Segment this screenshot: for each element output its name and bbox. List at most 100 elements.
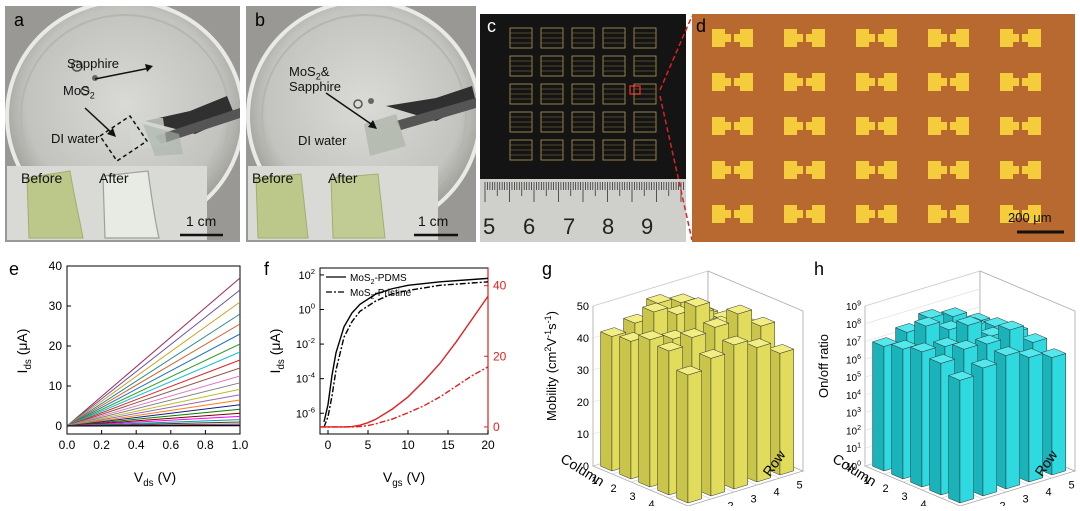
- contact-pad: [856, 29, 869, 47]
- contact-pad: [956, 161, 969, 179]
- channel-lead: [1022, 166, 1028, 174]
- channel-lead: [878, 34, 884, 42]
- iv-curve: [67, 344, 240, 426]
- y2-tick-label: 0: [493, 420, 500, 434]
- contact-pad: [856, 205, 869, 223]
- column-tick-label: 2: [610, 483, 616, 495]
- panel-h-label: h: [814, 259, 824, 280]
- channel-lead: [797, 78, 803, 86]
- ruler-number: 5: [483, 214, 495, 240]
- bar-side: [911, 347, 922, 487]
- panel-d-illustration: [692, 14, 1075, 242]
- bar-front: [960, 376, 974, 503]
- channel-lead: [725, 122, 731, 130]
- x-tick-label: 0.6: [162, 438, 179, 452]
- z-tick-label: 105: [846, 372, 861, 385]
- ruler-number: 7: [563, 214, 575, 240]
- channel-lead: [725, 210, 731, 218]
- channel-lead: [1022, 122, 1028, 130]
- legend-label: MoS2-PDMS: [350, 273, 407, 286]
- zoom-lines: [630, 14, 700, 244]
- y-tick-label: 0: [55, 419, 62, 433]
- contact-pad: [712, 73, 725, 91]
- x-tick-label: 15: [441, 438, 455, 452]
- contact-pad: [740, 29, 753, 47]
- channel-lead: [1013, 34, 1019, 42]
- contact-pad: [812, 117, 825, 135]
- contact-pad: [856, 161, 869, 179]
- y-axis-label: Ids (μA): [14, 329, 34, 374]
- z-tick-label: 10: [577, 429, 589, 441]
- channel-lead: [878, 122, 884, 130]
- channel-lead: [941, 34, 947, 42]
- row-tick-label: 5: [796, 480, 802, 492]
- channel-lead: [950, 210, 956, 218]
- channel-lead: [734, 210, 740, 218]
- channel-lead: [734, 122, 740, 130]
- bar-front: [1006, 351, 1020, 489]
- channel-lead: [878, 78, 884, 86]
- contact-pad: [956, 73, 969, 91]
- row-tick-label: 3: [750, 494, 756, 506]
- column-tick-label: 3: [901, 491, 907, 503]
- bar: [677, 366, 702, 503]
- bar-side: [892, 344, 903, 479]
- channel-lead: [1013, 78, 1019, 86]
- channel-lead: [806, 122, 812, 130]
- z-tick-label: 108: [846, 318, 861, 331]
- z-tick-label: 109: [846, 301, 861, 314]
- sapphire-label: Sapphire: [67, 56, 119, 71]
- contact-pad: [1028, 161, 1041, 179]
- y-tick-label: 30: [49, 299, 63, 313]
- scale-bar-label: 1 cm: [186, 213, 216, 229]
- row-tick-label: 4: [773, 487, 779, 499]
- channel-lead: [734, 166, 740, 174]
- contact-pad: [884, 73, 897, 91]
- channel-lead: [950, 122, 956, 130]
- bar-front: [688, 371, 702, 503]
- y-tick-label: 100: [298, 302, 315, 317]
- channel-lead: [1013, 122, 1019, 130]
- contact-pad: [712, 117, 725, 135]
- channel-lead: [1022, 78, 1028, 86]
- panel-b-photo: b MoS2& Sapphire DI water Before After 1…: [246, 6, 476, 242]
- contact-pad: [884, 205, 897, 223]
- row-tick-label: 2: [999, 501, 1005, 507]
- channel-lead: [806, 78, 812, 86]
- panel-a-illustration: [5, 6, 240, 242]
- contact-pad: [740, 73, 753, 91]
- channel-lead: [950, 166, 956, 174]
- y-axis-label: Ids (μA): [267, 329, 287, 374]
- bar: [949, 371, 974, 503]
- row-tick-label: 5: [1068, 480, 1074, 492]
- y-tick-label: 102: [298, 267, 315, 282]
- contact-pad: [956, 205, 969, 223]
- iv-curve: [67, 290, 240, 426]
- z-tick-label: 30: [577, 365, 589, 377]
- contact-pad: [812, 73, 825, 91]
- scale-bar-label-b: 1 cm: [418, 213, 448, 229]
- before-label: Before: [21, 170, 62, 186]
- z-axis-label: Mobility (cm2V-1s-1): [543, 311, 559, 421]
- contact-pad: [1028, 73, 1041, 91]
- column-tick-label: 4: [920, 499, 926, 506]
- y2-tick-label: 20: [493, 349, 507, 363]
- x-tick-label: 20: [481, 438, 495, 452]
- z-tick-label: 104: [846, 389, 861, 402]
- mobility-3d-bar: 010203040501122334455ColumnRowMobility (…: [538, 256, 806, 506]
- bar-side: [873, 342, 884, 471]
- bar-side: [930, 359, 941, 495]
- bar-front: [711, 354, 725, 496]
- channel-lead: [869, 210, 875, 218]
- channel-lead: [734, 78, 740, 86]
- column-tick-label: 4: [648, 499, 654, 506]
- contact-pad: [1028, 117, 1041, 135]
- contact-pad: [784, 29, 797, 47]
- bar: [995, 347, 1020, 489]
- column-tick-label: 2: [882, 483, 888, 495]
- bar-side: [658, 346, 669, 495]
- contact-pad: [712, 161, 725, 179]
- ruler-number: 6: [523, 214, 535, 240]
